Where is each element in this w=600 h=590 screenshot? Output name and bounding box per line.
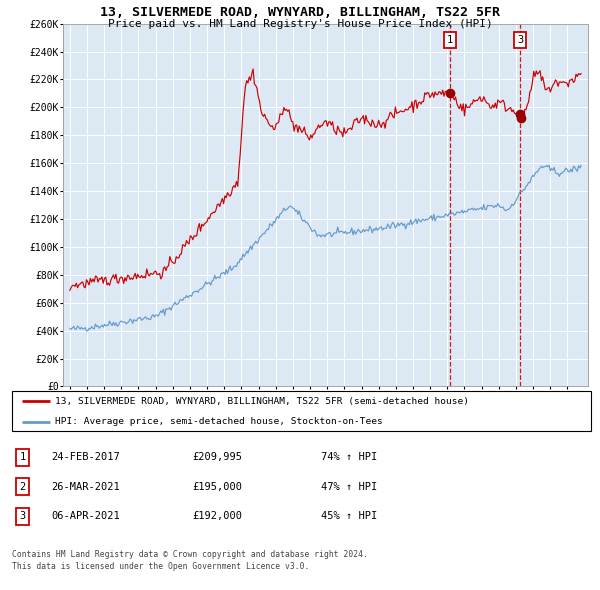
Text: 1: 1 (20, 453, 26, 462)
FancyBboxPatch shape (12, 391, 591, 431)
Text: 24-FEB-2017: 24-FEB-2017 (51, 453, 120, 462)
Text: 74% ↑ HPI: 74% ↑ HPI (321, 453, 377, 462)
Text: 06-APR-2021: 06-APR-2021 (51, 512, 120, 521)
Text: HPI: Average price, semi-detached house, Stockton-on-Tees: HPI: Average price, semi-detached house,… (55, 417, 383, 427)
Text: 47% ↑ HPI: 47% ↑ HPI (321, 482, 377, 491)
Text: £209,995: £209,995 (192, 453, 242, 462)
Text: 3: 3 (517, 35, 524, 45)
Text: 1: 1 (447, 35, 453, 45)
Text: 2: 2 (20, 482, 26, 491)
Text: 26-MAR-2021: 26-MAR-2021 (51, 482, 120, 491)
Text: Price paid vs. HM Land Registry's House Price Index (HPI): Price paid vs. HM Land Registry's House … (107, 19, 493, 29)
Text: 13, SILVERMEDE ROAD, WYNYARD, BILLINGHAM, TS22 5FR (semi-detached house): 13, SILVERMEDE ROAD, WYNYARD, BILLINGHAM… (55, 396, 469, 405)
Text: 3: 3 (20, 512, 26, 521)
Text: 45% ↑ HPI: 45% ↑ HPI (321, 512, 377, 521)
Text: 13, SILVERMEDE ROAD, WYNYARD, BILLINGHAM, TS22 5FR: 13, SILVERMEDE ROAD, WYNYARD, BILLINGHAM… (100, 6, 500, 19)
Text: £192,000: £192,000 (192, 512, 242, 521)
Text: Contains HM Land Registry data © Crown copyright and database right 2024.
This d: Contains HM Land Registry data © Crown c… (12, 550, 368, 571)
Text: £195,000: £195,000 (192, 482, 242, 491)
